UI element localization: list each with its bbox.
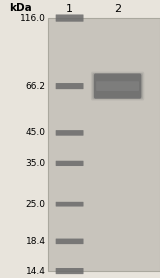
- FancyBboxPatch shape: [56, 130, 84, 136]
- Text: 66.2: 66.2: [26, 82, 46, 91]
- Bar: [48, 18, 160, 271]
- Text: 116.0: 116.0: [20, 14, 46, 23]
- Text: 1: 1: [66, 4, 73, 14]
- FancyBboxPatch shape: [94, 73, 141, 99]
- FancyBboxPatch shape: [56, 83, 84, 89]
- Text: 35.0: 35.0: [25, 159, 46, 168]
- FancyBboxPatch shape: [91, 72, 144, 101]
- Text: 14.4: 14.4: [26, 267, 46, 275]
- FancyBboxPatch shape: [56, 161, 84, 166]
- Text: 45.0: 45.0: [26, 128, 46, 137]
- Text: 2: 2: [114, 4, 121, 14]
- FancyBboxPatch shape: [56, 239, 84, 244]
- FancyBboxPatch shape: [56, 14, 84, 22]
- FancyBboxPatch shape: [96, 81, 139, 91]
- Text: 18.4: 18.4: [26, 237, 46, 246]
- FancyBboxPatch shape: [56, 202, 84, 207]
- FancyBboxPatch shape: [56, 268, 84, 274]
- FancyBboxPatch shape: [94, 74, 141, 98]
- Text: kDa: kDa: [9, 3, 32, 13]
- FancyBboxPatch shape: [92, 73, 143, 99]
- Text: 25.0: 25.0: [26, 200, 46, 209]
